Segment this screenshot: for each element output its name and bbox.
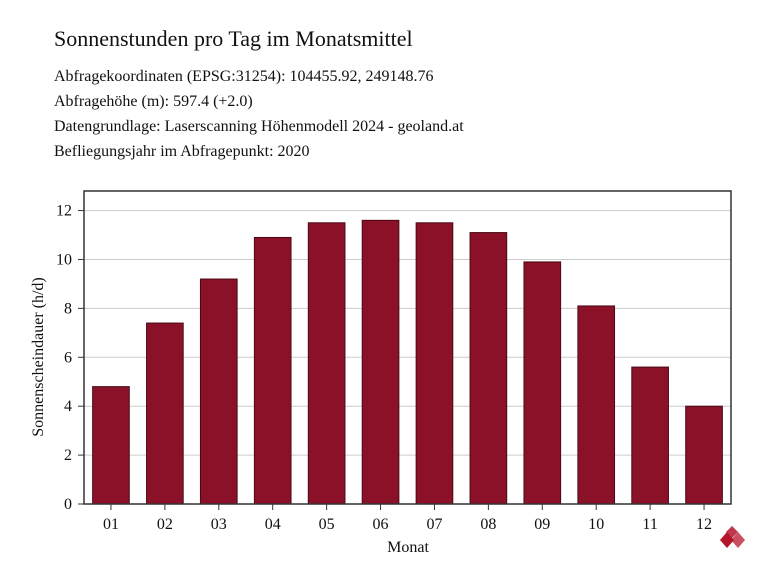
y-tick-label: 12 (56, 203, 72, 220)
bar-09 (523, 261, 562, 505)
bar-07 (415, 222, 454, 505)
x-tick-labels: 01 02 03 04 05 06 07 08 09 10 11 12 (103, 504, 712, 533)
y-tick-label: 8 (64, 300, 72, 317)
bar-03 (199, 278, 238, 505)
bar-08 (469, 232, 508, 505)
x-tick-label: 09 (534, 516, 550, 533)
x-tick-label: 03 (211, 516, 227, 533)
flight-year: Befliegungsjahr im Abfragepunkt: 2020 (54, 143, 310, 160)
x-tick-label: 06 (373, 516, 389, 533)
x-tick-label: 01 (103, 516, 119, 533)
bar-12 (685, 405, 723, 505)
bar-01 (92, 386, 130, 505)
page-title: Sonnenstunden pro Tag im Monatsmittel (54, 26, 413, 51)
x-tick-label: 12 (696, 516, 712, 533)
x-tick-label: 02 (157, 516, 173, 533)
x-tick-label: 07 (426, 516, 442, 533)
query-coordinates: Abfragekoordinaten (EPSG:31254): 104455.… (54, 68, 434, 85)
bar-10 (577, 305, 616, 505)
y-tick-label: 4 (64, 398, 72, 415)
bar-06 (361, 219, 400, 505)
query-height: Abfragehöhe (m): 597.4 (+2.0) (54, 93, 253, 110)
x-tick-label: 05 (319, 516, 335, 533)
bars (92, 219, 723, 505)
x-tick-label: 04 (265, 516, 281, 533)
bar-02 (146, 322, 184, 505)
y-tick-labels: 0 2 4 6 8 10 12 (56, 203, 84, 513)
x-tick-label: 10 (588, 516, 604, 533)
plot-frame (83, 190, 732, 505)
y-tick-label: 10 (56, 251, 72, 268)
x-tick-label: 11 (642, 516, 657, 533)
x-axis-label: Monat (387, 539, 429, 556)
logo-icon (720, 526, 745, 548)
y-tick-label: 0 (64, 496, 72, 513)
bar-11 (631, 366, 669, 505)
bar-04 (253, 236, 292, 505)
y-axis-label: Sonnenscheindauer (h/d) (30, 277, 47, 437)
y-tick-label: 6 (64, 349, 72, 366)
bar-05 (307, 222, 346, 505)
data-source: Datengrundlage: Laserscanning Höhenmodel… (54, 118, 464, 135)
y-tick-label: 2 (64, 447, 72, 464)
x-tick-label: 08 (480, 516, 496, 533)
